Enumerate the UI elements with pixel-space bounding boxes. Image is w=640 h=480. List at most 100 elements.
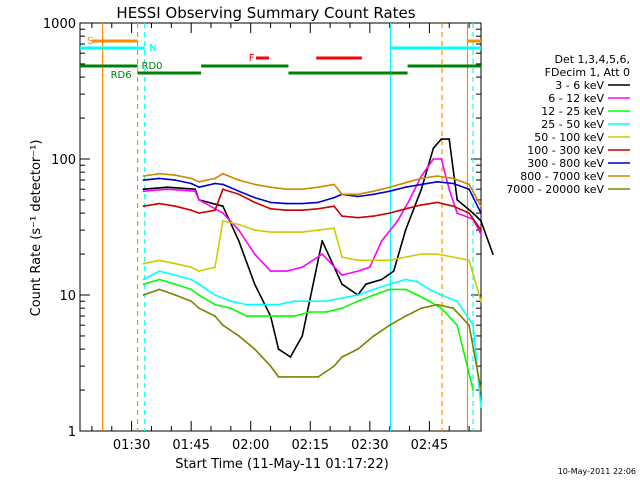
data-point: [293, 300, 296, 303]
data-point: [269, 207, 272, 210]
data-point: [222, 183, 224, 186]
data-point: [420, 175, 423, 177]
data-point: [301, 266, 304, 269]
data-point: [341, 256, 343, 258]
data-point: [480, 212, 482, 215]
legend-entry-label: 12 - 25 keV: [541, 105, 604, 118]
data-point: [341, 274, 343, 276]
series-6: [142, 188, 482, 232]
flag-label: F: [249, 53, 255, 64]
data-point: [321, 240, 324, 242]
data-point: [142, 188, 145, 191]
series-line: [143, 220, 482, 302]
data-point: [388, 259, 391, 262]
data-point: [214, 266, 216, 269]
data-point: [222, 205, 224, 208]
data-point: [269, 270, 272, 272]
data-point: [372, 335, 375, 337]
data-point: [325, 311, 328, 313]
legend: Det 1,3,4,5,6,FDecim 1, Att 03 - 6 keV6 …: [506, 53, 630, 196]
data-point: [174, 294, 177, 296]
series-5: [142, 220, 482, 303]
data-point: [448, 138, 451, 141]
data-point: [456, 300, 459, 303]
data-point: [166, 186, 169, 189]
legend-entry-label: 800 - 7000 keV: [520, 170, 604, 183]
series-line: [143, 158, 482, 276]
legend-entry-label: 6 - 12 keV: [548, 92, 604, 105]
data-point: [456, 212, 459, 215]
data-point: [261, 315, 264, 317]
y-tick-label: 100: [51, 153, 76, 168]
data-point: [432, 158, 435, 160]
data-point: [492, 253, 494, 256]
x-tick-label: 01:45: [172, 438, 209, 453]
data-point: [468, 188, 470, 191]
data-point: [142, 278, 145, 281]
data-point: [237, 190, 240, 193]
data-point: [480, 229, 482, 232]
data-point: [301, 335, 304, 337]
data-point: [420, 188, 423, 191]
data-point: [452, 182, 455, 185]
data-point: [440, 294, 443, 296]
data-point: [468, 259, 470, 262]
data-point: [222, 188, 224, 191]
data-point: [357, 216, 359, 219]
data-point: [253, 201, 256, 204]
data-point: [198, 307, 201, 310]
data-point: [472, 212, 474, 215]
data-point: [392, 270, 395, 272]
data-point: [214, 182, 216, 185]
data-point: [142, 190, 145, 193]
data-point: [198, 294, 201, 296]
data-point: [237, 335, 240, 337]
x-tick-label: 02:45: [411, 438, 448, 453]
data-point: [190, 182, 193, 185]
data-point: [190, 288, 193, 291]
series-8: [142, 172, 482, 208]
data-point: [428, 288, 431, 291]
data-point: [237, 193, 240, 196]
series-3: [142, 278, 474, 391]
data-point: [388, 324, 391, 327]
data-point: [214, 294, 216, 296]
data-point: [142, 179, 145, 182]
series-line: [143, 177, 482, 214]
y-tick-label: 1000: [43, 17, 76, 32]
chart-title: HESSI Observing Summary Count Rates: [116, 4, 415, 22]
data-point: [253, 229, 256, 232]
data-point: [432, 147, 435, 150]
data-point: [222, 172, 224, 175]
data-point: [440, 307, 443, 310]
data-point: [404, 186, 407, 189]
plot-frame: [79, 22, 482, 432]
data-point: [301, 202, 304, 205]
data-point: [372, 215, 375, 218]
data-point: [404, 207, 407, 210]
series-7: [142, 177, 482, 215]
data-point: [285, 376, 288, 378]
series-line: [143, 138, 494, 358]
data-point: [368, 266, 371, 269]
legend-entry-label: 50 - 100 keV: [534, 131, 604, 144]
data-point: [480, 233, 482, 236]
data-point: [357, 300, 359, 303]
data-point: [325, 300, 328, 303]
data-point: [293, 315, 296, 317]
data-point: [436, 175, 439, 177]
data-point: [269, 365, 272, 367]
data-point: [404, 278, 407, 281]
data-point: [341, 307, 343, 310]
data-point: [237, 179, 240, 182]
data-point: [452, 205, 455, 208]
flag-label: RD0: [142, 61, 163, 72]
legend-header: FDecim 1, Att 0: [545, 66, 630, 79]
data-point: [237, 229, 240, 232]
data-point: [230, 307, 232, 310]
data-point: [341, 193, 343, 196]
data-point: [190, 266, 193, 269]
data-point: [404, 229, 407, 232]
flag-label: RD6: [111, 70, 132, 81]
data-point: [190, 300, 193, 303]
